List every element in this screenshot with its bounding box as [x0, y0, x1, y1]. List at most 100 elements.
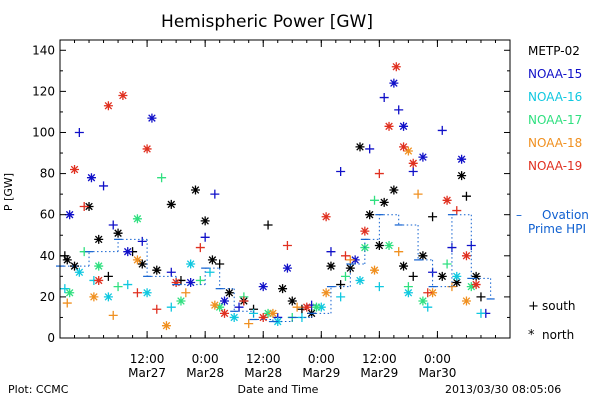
data-point-noaa-16: [374, 282, 384, 292]
ovation-legend-dash: –: [516, 208, 522, 222]
data-point-noaa-15: [65, 210, 75, 220]
y-tick-label: 80: [40, 167, 55, 181]
data-point-noaa-18: [370, 265, 380, 275]
data-point-metp-02: [113, 228, 123, 238]
data-point-metp-02: [452, 278, 462, 288]
data-point-metp-02: [190, 185, 200, 195]
data-point-metp-02: [418, 251, 428, 261]
data-point-metp-02: [326, 261, 336, 271]
data-point-noaa-17: [215, 302, 225, 312]
data-point-noaa-19: [384, 121, 394, 131]
data-point-noaa-19: [152, 304, 162, 314]
data-point-metp-02: [389, 185, 399, 195]
data-point-metp-02: [94, 234, 104, 244]
data-point-noaa-18: [181, 288, 191, 298]
data-point-noaa-15: [350, 255, 360, 265]
data-point-metp-02: [437, 271, 447, 281]
data-point-noaa-19: [79, 201, 89, 211]
data-point-noaa-16: [74, 267, 84, 277]
data-point-metp-02: [200, 216, 210, 226]
data-point-metp-02: [355, 142, 365, 152]
data-point-noaa-15: [74, 127, 84, 137]
data-point-noaa-15: [123, 247, 133, 257]
data-point-noaa-15: [234, 302, 244, 312]
data-point-noaa-15: [137, 236, 147, 246]
data-point-metp-02: [365, 210, 375, 220]
x-tick-label: 12:00: [130, 352, 165, 366]
data-point-noaa-18: [62, 298, 72, 308]
x-tick-label: 0:00: [192, 352, 219, 366]
data-point-noaa-19: [171, 278, 181, 288]
data-point-noaa-16: [229, 312, 239, 322]
marker-legend-symbol: *: [528, 328, 535, 343]
x-tick-label: 0:00: [308, 352, 335, 366]
x-tick-label: Mar29: [360, 366, 398, 380]
footer-timestamp: 2013/03/30 08:05:06: [445, 383, 561, 396]
data-point-metp-02: [428, 212, 438, 222]
data-point-noaa-17: [311, 302, 321, 312]
data-point-noaa-15: [258, 282, 268, 292]
legend-entry: NOAA-19: [528, 159, 582, 173]
data-point-noaa-19: [282, 241, 292, 251]
data-point-noaa-19: [132, 288, 142, 298]
y-tick-label: 60: [40, 208, 55, 222]
data-point-noaa-15: [447, 243, 457, 253]
data-point-metp-02: [457, 171, 467, 181]
data-point-noaa-15: [99, 181, 109, 191]
marker-legend-symbol: +: [528, 299, 539, 314]
legend-entry: METP-02: [528, 44, 580, 58]
data-point-noaa-17: [113, 282, 123, 292]
data-point-noaa-18: [244, 319, 254, 329]
data-point-noaa-18: [428, 288, 438, 298]
data-point-metp-02: [215, 259, 225, 269]
data-point-noaa-19: [321, 212, 331, 222]
data-point-metp-02: [152, 265, 162, 275]
data-point-noaa-18: [292, 302, 302, 312]
data-point-noaa-17: [176, 296, 186, 306]
data-point-noaa-18: [394, 247, 404, 257]
marker-legend-label: south: [542, 299, 576, 313]
data-point-noaa-18: [461, 296, 471, 306]
x-axis-label: Date and Time: [238, 383, 319, 396]
data-point-noaa-15: [200, 232, 210, 242]
data-point-metp-02: [103, 271, 113, 281]
data-point-noaa-16: [60, 284, 70, 294]
data-point-noaa-17: [442, 259, 452, 269]
x-tick-label: Mar27: [128, 366, 166, 380]
y-tick-label: 140: [32, 43, 55, 57]
data-point-noaa-19: [142, 144, 152, 154]
x-tick-label: 12:00: [362, 352, 397, 366]
data-point-noaa-17: [157, 173, 167, 183]
x-tick-label: 12:00: [246, 352, 281, 366]
data-point-noaa-19: [118, 90, 128, 100]
y-tick-label: 100: [32, 125, 55, 139]
x-tick-label: Mar30: [418, 366, 456, 380]
data-point-noaa-15: [108, 220, 118, 230]
plot-frame: [59, 39, 511, 339]
data-point-noaa-17: [384, 241, 394, 251]
data-point-noaa-17: [65, 288, 75, 298]
data-point-noaa-19: [391, 62, 401, 72]
data-point-noaa-19: [239, 296, 249, 306]
data-point-metp-02: [399, 261, 409, 271]
data-point-noaa-19: [70, 164, 80, 174]
data-point-noaa-17: [466, 282, 476, 292]
data-point-noaa-17: [132, 214, 142, 224]
data-point-metp-02: [62, 255, 72, 265]
data-point-noaa-18: [268, 308, 278, 318]
legend-entry: NOAA-15: [528, 67, 582, 81]
data-point-noaa-15: [379, 93, 389, 103]
data-point-noaa-19: [452, 206, 462, 216]
data-point-noaa-18: [161, 321, 171, 331]
data-point-metp-02: [461, 191, 471, 201]
data-point-noaa-15: [210, 189, 220, 199]
ovation-legend-line1: Ovation: [542, 208, 589, 222]
data-point-noaa-18: [403, 146, 413, 156]
data-point-noaa-19: [360, 226, 370, 236]
data-point-noaa-15: [326, 247, 336, 257]
data-point-noaa-18: [321, 288, 331, 298]
data-point-noaa-16: [336, 292, 346, 302]
data-point-noaa-15: [394, 105, 404, 115]
x-tick-label: 0:00: [424, 352, 451, 366]
data-point-noaa-16: [403, 288, 413, 298]
